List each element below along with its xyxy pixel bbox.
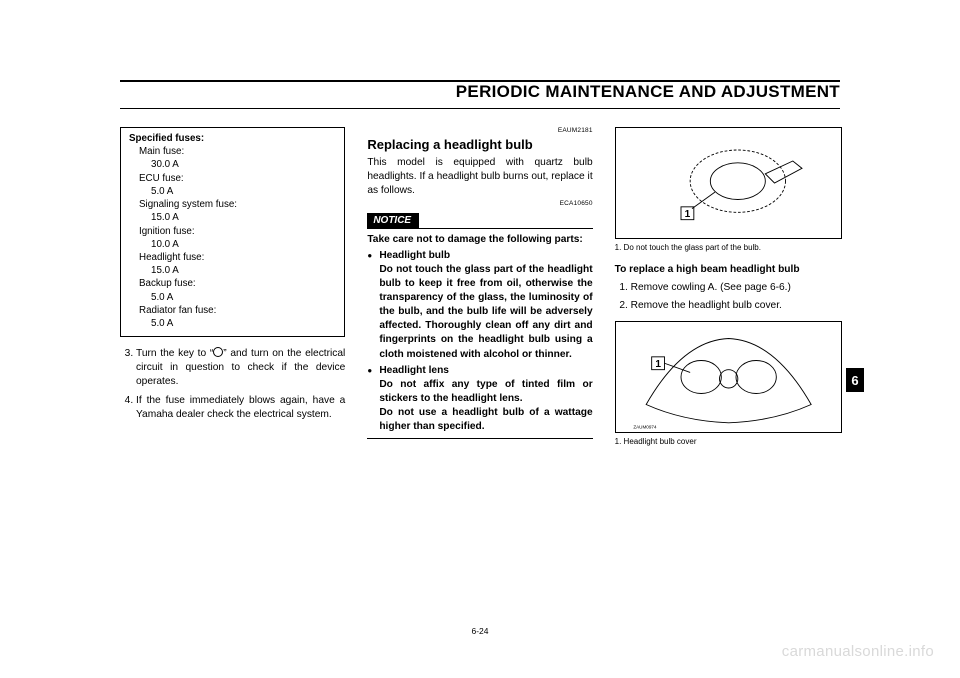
watermark: carmanualsonline.info [782,643,934,660]
fuse-value: 5.0 A [129,291,336,304]
column-middle: EAUM2181 Replacing a headlight bulb This… [367,127,592,457]
ref-code: ECA10650 [367,200,592,209]
step-1: Remove cowling A. (See page 6-6.) [631,281,840,295]
steps-list: Turn the key to “” and turn on the elect… [120,347,345,421]
page-number: 6-24 [0,626,960,636]
notice-lead: Take care not to damage the following pa… [367,233,592,247]
step-4: If the fuse immediately blows again, hav… [136,394,345,422]
figure-code: ZAUM0974 [633,425,657,430]
fuse-name: Main fuse: [129,145,336,158]
svg-text:1: 1 [684,209,690,220]
step-3-text-a: Turn the key to “ [136,348,213,359]
fuse-value: 15.0 A [129,211,336,224]
page: PERIODIC MAINTENANCE AND ADJUSTMENT Spec… [0,0,960,678]
figure-bulb: 1 [615,127,842,239]
fuse-name: Radiator fan fuse: [129,304,336,317]
fuse-name: ECU fuse: [129,172,336,185]
notice-badge: NOTICE [367,213,419,229]
fuse-name: Signaling system fuse: [129,198,336,211]
column-left: Specified fuses: Main fuse: 30.0 A ECU f… [120,127,345,457]
figure-caption: 1. Headlight bulb cover [615,436,840,447]
bullet-headlight-bulb: Headlight bulb Do not touch the glass pa… [379,249,592,362]
subheading: To replace a high beam headlight bulb [615,263,840,277]
columns: Specified fuses: Main fuse: 30.0 A ECU f… [120,127,840,457]
fuse-value: 30.0 A [129,158,336,171]
column-right: 1 1. Do not touch the glass part of the … [615,127,840,457]
ref-code: EAUM2181 [367,127,592,136]
bulb-illustration: 1 [616,128,841,238]
fuse-name: Ignition fuse: [129,225,336,238]
section-intro: This model is equipped with quartz bulb … [367,156,592,198]
section-heading: Replacing a headlight bulb [367,136,592,154]
fuse-name: Backup fuse: [129,277,336,290]
fuse-name: Headlight fuse: [129,251,336,264]
notice-bullets: Headlight bulb Do not touch the glass pa… [367,249,592,434]
fuse-value: 5.0 A [129,317,336,330]
bullet-head: Headlight bulb [379,250,450,261]
figure-cover: 1 ZAUM0974 [615,321,842,433]
fuse-value: 10.0 A [129,238,336,251]
bullet-head: Headlight lens [379,365,449,376]
steps-list: Remove cowling A. (See page 6-6.) Remove… [615,281,840,313]
step-3: Turn the key to “” and turn on the elect… [136,347,345,389]
step-2: Remove the headlight bulb cover. [631,299,840,313]
specified-fuses-box: Specified fuses: Main fuse: 30.0 A ECU f… [120,127,345,337]
fusebox-title: Specified fuses: [129,132,336,145]
bullet-headlight-lens: Headlight lens Do not affix any type of … [379,364,592,434]
figure-caption: 1. Do not touch the glass part of the bu… [615,242,840,253]
section-end-rule [367,438,592,439]
bullet-body: Do not affix any type of tinted film or … [379,379,592,404]
key-on-icon [213,347,223,357]
svg-text:1: 1 [655,359,661,370]
bullet-body: Do not use a headlight bulb of a wattage… [379,407,592,432]
chapter-tab: 6 [846,368,864,392]
header-rule-bottom [120,108,840,109]
headlight-cover-illustration: 1 ZAUM0974 [616,322,841,432]
bullet-body: Do not touch the glass part of the headl… [379,264,592,359]
page-title: PERIODIC MAINTENANCE AND ADJUSTMENT [120,82,840,102]
fuse-value: 5.0 A [129,185,336,198]
fuse-value: 15.0 A [129,264,336,277]
